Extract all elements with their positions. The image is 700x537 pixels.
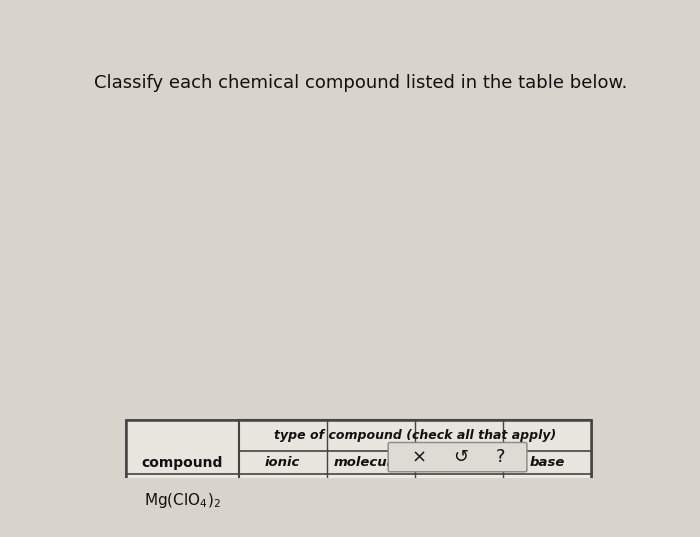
Text: Classify each chemical compound listed in the table below.: Classify each chemical compound listed i… bbox=[94, 74, 627, 92]
Text: acid: acid bbox=[444, 456, 475, 469]
Bar bbox=[415, 451, 503, 474]
Bar bbox=[126, 420, 592, 537]
Bar bbox=[126, 474, 239, 526]
Bar bbox=[365, 494, 377, 506]
Bar bbox=[126, 420, 239, 474]
Text: ?: ? bbox=[496, 448, 505, 466]
FancyBboxPatch shape bbox=[389, 442, 527, 472]
Bar bbox=[541, 494, 554, 506]
Bar bbox=[327, 474, 415, 526]
Text: ionic: ionic bbox=[265, 456, 300, 469]
Text: compound: compound bbox=[141, 455, 223, 469]
Bar bbox=[327, 526, 415, 537]
Bar bbox=[503, 451, 592, 474]
Bar bbox=[126, 526, 239, 537]
Bar bbox=[327, 451, 415, 474]
Text: molecular: molecular bbox=[334, 456, 407, 469]
Bar bbox=[239, 420, 592, 451]
Bar bbox=[126, 420, 592, 537]
Text: ×: × bbox=[412, 448, 427, 466]
Text: type of compound (check all that apply): type of compound (check all that apply) bbox=[274, 429, 556, 442]
Text: $\mathrm{Mg(ClO_4)_2}$: $\mathrm{Mg(ClO_4)_2}$ bbox=[144, 491, 221, 510]
Bar bbox=[415, 474, 503, 526]
Bar bbox=[276, 494, 289, 506]
Bar bbox=[503, 474, 592, 526]
Bar bbox=[239, 526, 327, 537]
Bar bbox=[239, 451, 327, 474]
Text: base: base bbox=[529, 456, 565, 469]
Bar bbox=[453, 494, 466, 506]
Bar bbox=[239, 474, 327, 526]
Text: ↺: ↺ bbox=[453, 448, 468, 466]
Bar bbox=[415, 526, 503, 537]
Bar bbox=[503, 526, 592, 537]
